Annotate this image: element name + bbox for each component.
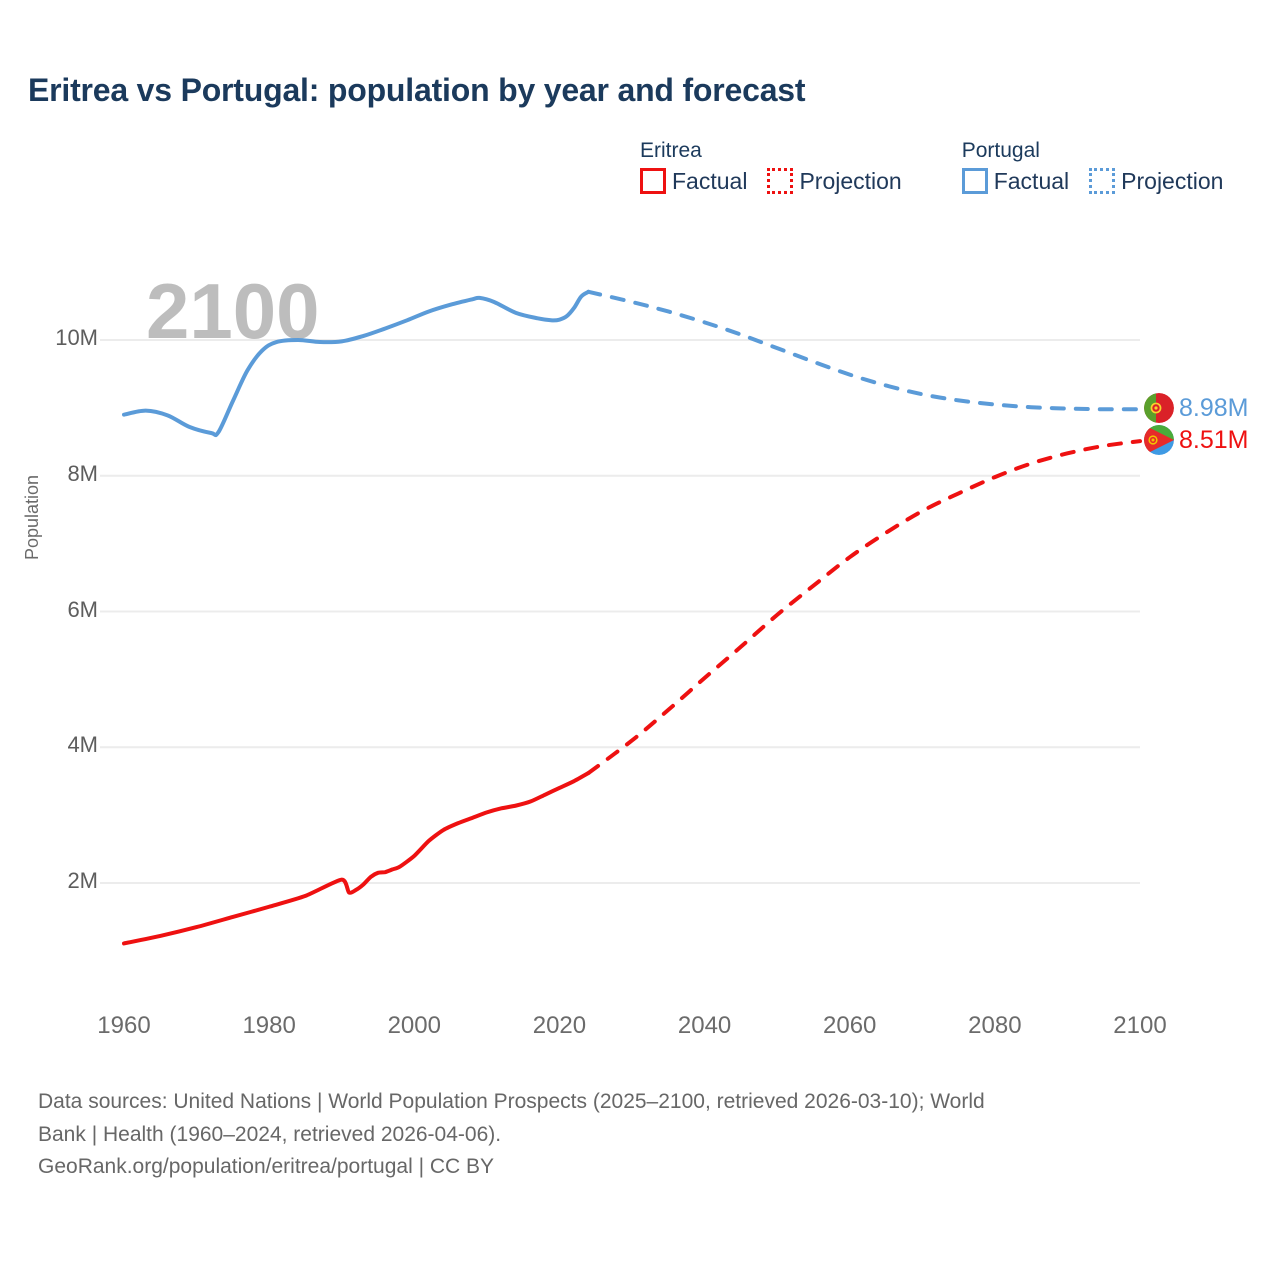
x-tick-2020: 2020	[532, 1012, 587, 1039]
y-tick-label: 4M	[67, 732, 98, 758]
legend-swatch-solid	[640, 168, 666, 194]
series-line-projection-eritrea	[586, 439, 1142, 776]
legend-swatch-dotted	[1089, 168, 1116, 194]
y-tick-10M: 10M	[0, 327, 128, 349]
x-tick-2060: 2060	[823, 1012, 877, 1039]
x-tick-2100: 2100	[1113, 1012, 1167, 1039]
end-value-label: 8.98M	[1179, 393, 1249, 422]
footer-line-2: Bank | Health (1960–2024, retrieved 2026…	[38, 1122, 502, 1146]
y-tick-8M: 8M	[0, 460, 128, 486]
legend-swatch-dotted	[767, 168, 794, 194]
legend-label: Projection	[1121, 167, 1224, 194]
portugal-flag	[1144, 393, 1174, 424]
legend-item-eritrea-factual[interactable]: Factual	[640, 168, 747, 194]
x-tick-1980: 1980	[242, 1012, 296, 1039]
legend-item-portugal-projection[interactable]: Projection	[1089, 168, 1223, 194]
footer-line-1: Data sources: United Nations | World Pop…	[38, 1090, 985, 1113]
legend-group-portugal: Portugal Factual Projection	[961, 139, 1223, 194]
page-title: Eritrea vs Portugal: population by year …	[28, 72, 806, 108]
legend-item-eritrea-projection[interactable]: Projection	[767, 167, 902, 194]
legend-group-title: Portugal	[961, 139, 1040, 162]
y-tick-label: 10M	[55, 325, 98, 350]
y-tick-label: 6M	[67, 596, 98, 622]
footer-sources: Data sources: United Nations | World Pop…	[38, 1086, 1238, 1184]
legend-label: Factual	[993, 167, 1070, 194]
legend-entries: Factual Projection	[961, 167, 1223, 194]
watermark-year-label: 2100	[146, 267, 320, 355]
legend-group-eritrea: Eritrea Factual Projection	[640, 140, 902, 194]
y-tick-4M: 4M	[0, 734, 128, 756]
x-tick-1960: 1960	[97, 1012, 151, 1039]
x-tick-2080: 2080	[968, 1012, 1022, 1039]
series-line-projection-portugal	[586, 289, 1142, 412]
end-value-label: 8.51M	[1179, 425, 1249, 454]
legend-entries: Factual Projection	[640, 168, 902, 194]
eritrea-flag	[1144, 425, 1174, 456]
y-axis-title: Population	[22, 474, 42, 560]
end-label-eritrea: 8.51M	[1144, 425, 1249, 456]
x-tick-2040: 2040	[677, 1012, 732, 1039]
legend-label: Projection	[799, 167, 902, 194]
legend-label: Factual	[672, 167, 748, 194]
series-line-factual-eritrea	[122, 771, 591, 946]
y-tick-2M: 2M	[0, 870, 128, 892]
chart-legend: Eritrea Factual Projection Portugal Factual P…	[640, 140, 1223, 194]
x-tick-2000: 2000	[387, 1012, 441, 1039]
legend-item-portugal-factual[interactable]: Factual	[961, 167, 1070, 194]
end-label-portugal: 8.98M	[1144, 393, 1249, 424]
legend-group-title: Eritrea	[640, 139, 702, 162]
legend-swatch-solid	[961, 168, 988, 194]
y-tick-6M: 6M	[0, 596, 128, 622]
footer-line-3: GeoRank.org/population/eritrea/portugal …	[38, 1155, 495, 1179]
y-tick-label: 2M	[67, 868, 98, 893]
y-tick-label: 8M	[67, 460, 98, 486]
